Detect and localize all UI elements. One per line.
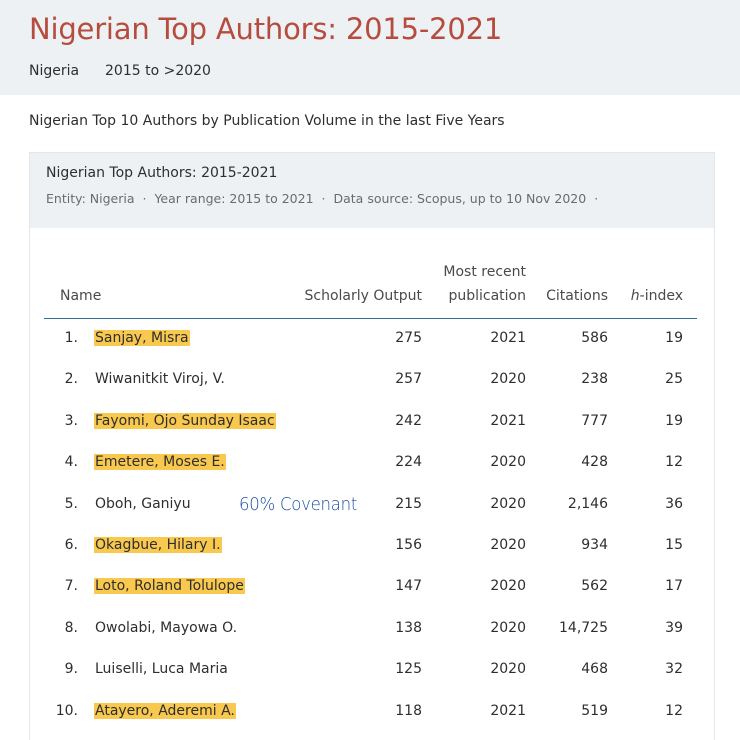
h-index-cell: 17 [665,578,683,595]
h-index-cell: 25 [665,371,683,388]
recent-cell: 2020 [490,454,526,471]
section-heading: Nigerian Top 10 Authors by Publication V… [29,113,505,129]
card-header: Nigerian Top Authors: 2015-2021 Entity: … [30,153,714,228]
output-cell: 257 [395,371,422,388]
h-index-suffix: -index [639,288,683,304]
column-header-name[interactable]: Name [60,288,102,304]
output-cell: 138 [395,619,422,636]
h-index-cell: 12 [665,702,683,719]
author-name[interactable]: Atayero, Aderemi A. [94,702,236,719]
country-label: Nigeria [29,63,80,79]
citations-cell: 238 [581,371,608,388]
recent-cell: 2020 [490,495,526,512]
recent-cell: 2021 [490,412,526,429]
author-name[interactable]: Owolabi, Mayowa O. [95,619,238,636]
author-name[interactable]: Okagbue, Hilary I. [94,537,222,553]
citations-cell: 468 [581,661,608,678]
column-header-citations[interactable]: Citations [546,288,608,304]
recent-cell: 2021 [490,702,526,719]
card-meta: Entity: Nigeria · Year range: 2015 to 20… [46,191,602,206]
h-index-cell: 32 [665,661,683,678]
output-cell: 156 [395,537,422,553]
rank-cell: 6. [64,537,78,553]
citations-cell: 586 [581,330,608,346]
citations-cell: 428 [581,454,608,471]
output-cell: 118 [395,702,422,719]
citations-cell: 519 [581,702,608,719]
column-header-recent-line2[interactable]: publication [448,288,526,304]
rank-cell: 1. [64,330,78,346]
meta-separator: · [142,191,147,206]
column-header-output[interactable]: Scholarly Output [304,288,422,304]
recent-cell: 2020 [490,619,526,636]
table-row[interactable]: 2. Wiwanitkit Viroj, V. 257 2020 238 25 [0,359,740,400]
rank-cell: 7. [64,578,78,595]
table-row[interactable]: 1. Sanjay, Misra 275 2021 586 19 [0,318,740,359]
author-name[interactable]: Sanjay, Misra [94,330,190,346]
recent-cell: 2020 [490,537,526,553]
table-row[interactable]: 7. Loto, Roland Tolulope 147 2020 562 17 [0,566,740,607]
author-name[interactable]: Fayomi, Ojo Sunday Isaac [94,412,276,429]
table-row[interactable]: 10. Atayero, Aderemi A. 118 2021 519 12 [0,691,740,732]
table-row[interactable]: 4. Emetere, Moses E. 224 2020 428 12 [0,442,740,483]
meta-year-range: Year range: 2015 to 2021 [154,191,314,206]
output-cell: 275 [395,330,422,346]
output-cell: 242 [395,412,422,429]
output-cell: 125 [395,661,422,678]
h-index-cell: 36 [665,495,683,512]
table-row[interactable]: 6. Okagbue, Hilary I. 156 2020 934 15 [0,525,740,566]
h-index-cell: 12 [665,454,683,471]
author-name[interactable]: Wiwanitkit Viroj, V. [95,371,225,388]
rank-cell: 4. [64,454,78,471]
table-row[interactable]: 5. Oboh, Ganiyu 215 2020 2,146 36 [0,484,740,525]
h-index-cell: 19 [665,330,683,346]
author-name[interactable]: Emetere, Moses E. [94,454,226,471]
rank-cell: 9. [64,661,78,678]
table-row[interactable]: 9. Luiselli, Luca Maria 125 2020 468 32 [0,649,740,690]
citations-cell: 777 [581,412,608,429]
citations-cell: 14,725 [559,619,608,636]
header-rule [44,318,697,319]
meta-source: Data source: Scopus, up to 10 Nov 2020 [333,191,587,206]
meta-separator: · [594,191,599,206]
meta-separator: · [321,191,326,206]
rank-cell: 5. [64,495,78,512]
meta-entity: Entity: Nigeria [46,191,135,206]
card-title: Nigerian Top Authors: 2015-2021 [46,165,278,181]
page-title: Nigerian Top Authors: 2015-2021 [29,12,503,46]
citations-cell: 934 [581,537,608,553]
author-name[interactable]: Luiselli, Luca Maria [95,661,228,678]
top-header: Nigerian Top Authors: 2015-2021 Nigeria … [0,0,740,95]
column-header-h-index[interactable]: h-index [631,288,683,304]
recent-cell: 2020 [490,661,526,678]
column-header-recent-line1[interactable]: Most recent [443,264,526,280]
rank-cell: 8. [64,619,78,636]
h-index-cell: 39 [665,619,683,636]
report-card: Nigerian Top Authors: 2015-2021 Entity: … [29,152,715,740]
citations-cell: 562 [581,578,608,595]
table-row[interactable]: 3. Fayomi, Ojo Sunday Isaac 242 2021 777… [0,401,740,442]
author-name[interactable]: Oboh, Ganiyu [95,495,191,512]
recent-cell: 2020 [490,578,526,595]
output-cell: 215 [395,495,422,512]
h-index-cell: 15 [665,537,683,553]
handwritten-annotation: 60% Covenant [239,494,358,515]
h-index-cell: 19 [665,412,683,429]
rank-cell: 3. [64,412,78,429]
author-name[interactable]: Loto, Roland Tolulope [94,578,245,595]
recent-cell: 2020 [490,371,526,388]
rank-cell: 10. [55,702,78,719]
output-cell: 147 [395,578,422,595]
output-cell: 224 [395,454,422,471]
rank-cell: 2. [64,371,78,388]
h-index-italic-h: h [630,288,640,304]
year-range-label: 2015 to >2020 [105,63,211,79]
citations-cell: 2,146 [567,495,608,512]
table-row[interactable]: 8. Owolabi, Mayowa O. 138 2020 14,725 39 [0,608,740,649]
recent-cell: 2021 [490,330,526,346]
